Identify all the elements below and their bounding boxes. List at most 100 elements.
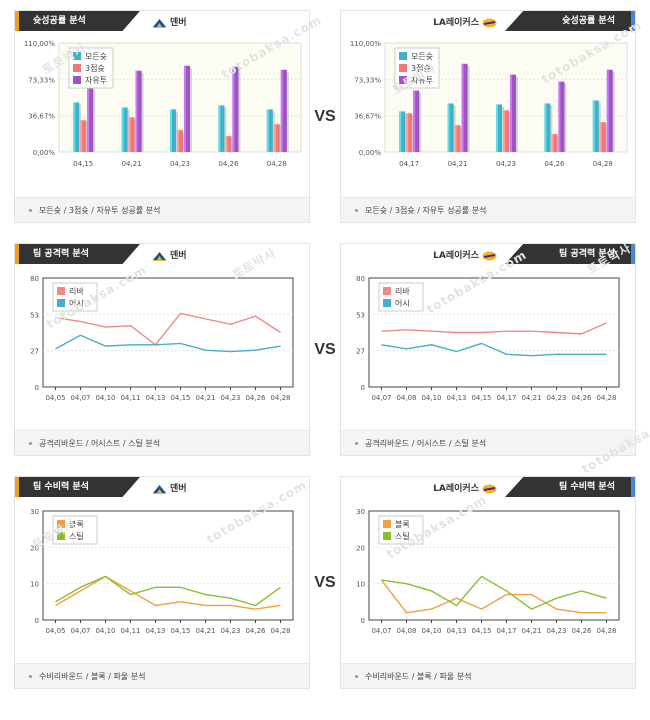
bar-highlight — [544, 103, 547, 152]
bar — [80, 120, 87, 152]
x-tick-label: 04,11 — [120, 627, 140, 635]
bar — [447, 103, 454, 152]
bar-highlight — [128, 117, 131, 152]
panel-footer: 공격리바운드 / 어시스트 / 스틸 분석 — [15, 430, 309, 455]
bullet-icon — [29, 442, 32, 445]
x-tick-label: 04,10 — [95, 394, 115, 402]
offense-chart-left: 80 53 27 0 04,05 04,07 04,10 04,11 04,13 04,15 04,… — [15, 266, 309, 431]
series-line — [381, 575, 607, 610]
panel-footer: 모든슛 / 3점슛 / 자유투 성공률 분석 — [341, 197, 635, 222]
x-tick-label: 04,28 — [593, 160, 613, 168]
team-label: 덴버 — [149, 15, 187, 28]
legend-label: 모든슛 — [85, 52, 107, 61]
y-tick-label: 20 — [356, 544, 365, 552]
bar-highlight — [551, 134, 554, 152]
bar-highlight — [273, 124, 276, 152]
team-label: 덴버 — [149, 481, 187, 494]
x-tick-label: 04,26 — [571, 627, 592, 635]
panel-title: 팀 공격력 분석 — [505, 244, 635, 264]
y-tick-label: 73,33% — [28, 76, 55, 84]
team-label: LA레이커스 — [433, 481, 500, 494]
bar — [496, 104, 502, 152]
legend-label: 모든슛 — [411, 52, 433, 61]
legend-swatch — [73, 52, 81, 60]
legend-label: 자유투 — [411, 76, 433, 85]
bar-highlight — [80, 120, 83, 152]
bar-highlight — [121, 107, 124, 152]
y-tick-label: 20 — [30, 544, 39, 552]
x-tick-label: 04,05 — [45, 394, 65, 402]
vs-label: VS — [314, 341, 336, 358]
bar — [177, 130, 183, 152]
bar-highlight — [510, 74, 512, 152]
x-tick-label: 04,26 — [245, 627, 266, 635]
panel-header: 팀 공격력 분석 덴버 — [15, 244, 309, 264]
series-line — [55, 334, 281, 353]
x-tick-label: 04,07 — [70, 394, 90, 402]
nuggets-logo-icon — [153, 18, 166, 28]
x-tick-label: 04,17 — [399, 160, 419, 168]
bar — [399, 111, 406, 152]
footer-text: 모든슛 / 3점슛 / 자유투 성공률 분석 — [39, 206, 161, 215]
lakers-logo-icon — [482, 251, 497, 260]
bullet-icon — [355, 675, 358, 678]
bar — [551, 134, 558, 152]
legend-label: 리바 — [69, 286, 84, 296]
line-chart: 30 20 10 0 04,07 04,08 04,10 04,13 04,15 04,17 04,… — [356, 508, 620, 635]
bar — [266, 109, 273, 152]
series-line — [380, 579, 607, 614]
legend-swatch — [399, 76, 407, 84]
bar — [461, 63, 468, 152]
bullet-icon — [29, 675, 32, 678]
shooting-chart-right: 110,00% 73,33% 36,67% 0,00% 04,17 04,21 04,23 0… — [341, 33, 635, 198]
y-tick-label: 10 — [356, 581, 365, 589]
series-line — [381, 322, 607, 335]
bar-highlight — [503, 110, 505, 152]
legend-label: 3점슛 — [411, 63, 431, 73]
bar — [606, 69, 613, 152]
legend-swatch — [73, 76, 81, 84]
panel-footer: 수비리바운드 / 블록 / 파울 분석 — [341, 663, 635, 688]
y-tick-label: 10 — [30, 581, 39, 589]
footer-text: 공격리바운드 / 어시스트 / 스틸 분석 — [365, 439, 487, 448]
y-tick-label: 27 — [30, 348, 39, 356]
bar — [510, 74, 516, 152]
bar-highlight — [461, 63, 464, 152]
bar-chart: 110,00% 73,33% 36,67% 0,00% 04,15 04,21 04,23 0… — [24, 40, 302, 168]
bar — [454, 125, 461, 152]
bar — [280, 69, 287, 152]
x-tick-label: 04,10 — [421, 627, 441, 635]
x-tick-label: 04,23 — [496, 160, 516, 168]
panel-title: 슛성공률 분석 — [505, 11, 635, 31]
legend-swatch — [383, 532, 391, 540]
shooting-panel-right: LA레이커스 슛성공률 분석 110,00% 73,33% 36,67% 0,00% 0… — [340, 10, 636, 223]
bar — [121, 107, 128, 152]
defense-panel-right: LA레이커스 팀 수비력 분석 30 20 10 0 04,07 04,08 04,10 04… — [340, 476, 636, 689]
nuggets-logo-icon — [153, 484, 166, 494]
x-tick-label: 04,21 — [521, 627, 541, 635]
team-name: 덴버 — [170, 484, 187, 494]
bar — [273, 124, 280, 152]
team-name: 덴버 — [170, 251, 187, 261]
panel-header: LA레이커스 팀 수비력 분석 — [341, 477, 635, 497]
y-tick-label: 110,00% — [24, 40, 55, 48]
legend-swatch — [57, 287, 65, 295]
bullet-icon — [29, 209, 32, 212]
bar — [406, 113, 413, 152]
y-tick-label: 53 — [356, 311, 365, 319]
bar — [413, 90, 420, 152]
bar — [225, 136, 232, 152]
y-tick-label: 0,00% — [33, 149, 56, 157]
bar — [503, 110, 509, 152]
x-tick-label: 04,23 — [546, 394, 566, 402]
bar-highlight — [225, 136, 228, 152]
x-tick-label: 04,07 — [371, 394, 391, 402]
team-label: LA레이커스 — [433, 248, 500, 261]
legend-label: 블록 — [395, 519, 410, 529]
x-tick-label: 04,05 — [45, 627, 65, 635]
x-tick-label: 04,15 — [170, 394, 190, 402]
bar-highlight — [280, 69, 283, 152]
x-tick-label: 04,13 — [446, 394, 466, 402]
panel-header: LA레이커스 슛성공률 분석 — [341, 11, 635, 31]
team-label: LA레이커스 — [433, 15, 500, 28]
